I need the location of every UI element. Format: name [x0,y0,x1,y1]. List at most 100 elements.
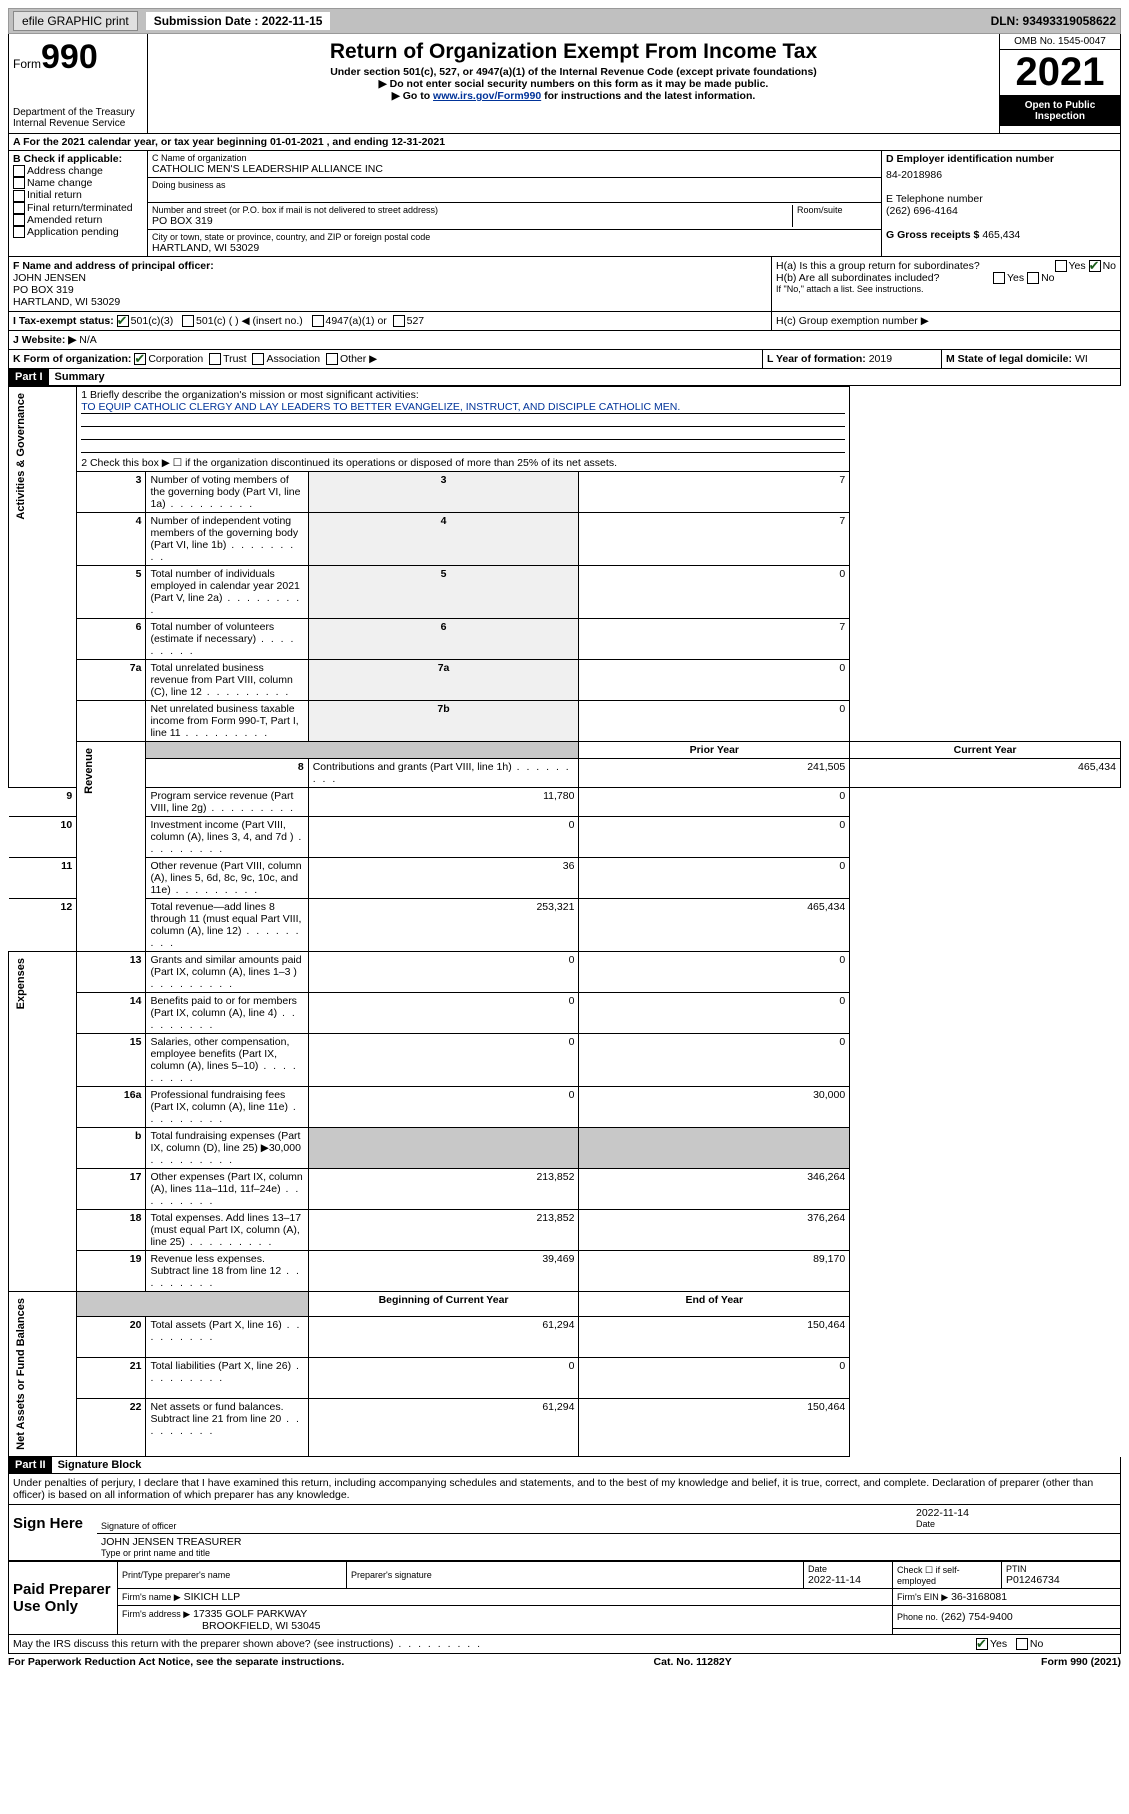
current-value: 0 [579,1357,850,1398]
line-num: 17 [77,1169,146,1210]
prior-value: 0 [308,817,579,858]
line-num: 21 [77,1357,146,1398]
paperwork-notice: For Paperwork Reduction Act Notice, see … [8,1656,344,1668]
discuss-no[interactable] [1016,1638,1028,1650]
sig-date-label: Date [916,1519,1116,1529]
ha-yes[interactable] [1055,260,1067,272]
current-value [579,1128,850,1169]
state-domicile: WI [1075,353,1088,365]
sign-here-label: Sign Here [9,1505,97,1560]
check-corp[interactable] [134,353,146,365]
line-desc: Number of voting members of the governin… [146,472,308,513]
discuss-yes[interactable] [976,1638,988,1650]
officer-name: JOHN JENSEN [13,272,767,284]
prior-value: 213,852 [308,1169,579,1210]
line-num: 7a [77,660,146,701]
hb-yes[interactable] [993,272,1005,284]
top-bar: efile GRAPHIC print Submission Date : 20… [8,8,1121,34]
prior-value [308,1128,579,1169]
line-box: 7a [308,660,579,701]
name-title-label: Type or print name and title [101,1548,1116,1558]
addr-label: Number and street (or P.O. box if mail i… [152,205,792,215]
sig-officer-label: Signature of officer [101,1521,916,1531]
line-num: 5 [77,566,146,619]
line-value: 0 [579,660,850,701]
line-num: 8 [146,759,308,788]
current-value: 0 [579,817,850,858]
firm-addr2: BROOKFIELD, WI 53045 [202,1620,320,1632]
ha-label: H(a) Is this a group return for subordin… [776,260,1116,272]
line-num: 22 [77,1398,146,1456]
efile-button[interactable]: efile GRAPHIC print [13,11,138,31]
current-value: 0 [579,788,850,817]
current-value: 0 [579,952,850,993]
line-num [77,701,146,742]
vert-governance: Activities & Governance [13,389,29,524]
check-name-change[interactable] [13,177,25,189]
line-desc: Total assets (Part X, line 16) [146,1316,308,1357]
line-desc: Total liabilities (Part X, line 26) [146,1357,308,1398]
vert-expenses: Expenses [13,954,29,1013]
check-address-change[interactable] [13,165,25,177]
preparer-table: Paid Preparer Use Only Print/Type prepar… [8,1561,1121,1635]
current-value: 150,464 [579,1398,850,1456]
q2-label: 2 Check this box ▶ ☐ if the organization… [77,455,850,472]
check-assoc[interactable] [252,353,264,365]
line-num: 19 [77,1251,146,1292]
line-desc: Total number of individuals employed in … [146,566,308,619]
check-527[interactable] [393,315,405,327]
submission-date: Submission Date : 2022-11-15 [146,12,331,30]
ein-value: 84-2018986 [886,169,1116,181]
firm-ein: 36-3168081 [951,1591,1007,1603]
check-final-return[interactable] [13,202,25,214]
box-b-label: B Check if applicable: [13,153,143,165]
cat-no: Cat. No. 11282Y [654,1656,732,1668]
line-box: 4 [308,513,579,566]
line-desc: Number of independent voting members of … [146,513,308,566]
prior-value: 61,294 [308,1316,579,1357]
dln-label: DLN: 93493319058622 [991,14,1116,28]
org-name: CATHOLIC MEN'S LEADERSHIP ALLIANCE INC [152,163,877,175]
current-value: 465,434 [579,899,850,952]
ein-label: D Employer identification number [886,153,1116,165]
prior-value: 253,321 [308,899,579,952]
open-public-label: Open to Public Inspection [1000,96,1120,126]
current-value: 346,264 [579,1169,850,1210]
entity-block: B Check if applicable: Address change Na… [8,151,1121,257]
hb-no[interactable] [1027,272,1039,284]
website-value: N/A [79,334,97,346]
line-num: 6 [77,619,146,660]
line-desc: Total fundraising expenses (Part IX, col… [146,1128,308,1169]
ha-no[interactable] [1089,260,1101,272]
subtitle-2: ▶ Do not enter social security numbers o… [152,78,995,90]
prior-year-header: Prior Year [579,742,850,759]
officer-name-title: JOHN JENSEN TREASURER [101,1536,1116,1548]
prior-value: 11,780 [308,788,579,817]
line-num: 13 [77,952,146,993]
check-501c[interactable] [182,315,194,327]
boy-header: Beginning of Current Year [308,1292,579,1316]
line-num: 3 [77,472,146,513]
form-number: Form990 [13,38,143,77]
street-address: PO BOX 319 [152,215,792,227]
line-desc: Total unrelated business revenue from Pa… [146,660,308,701]
line-value: 7 [579,472,850,513]
gross-label: G Gross receipts $ [886,229,979,241]
city-label: City or town, state or province, country… [152,232,877,242]
check-app-pending[interactable] [13,226,25,238]
check-trust[interactable] [209,353,221,365]
check-4947[interactable] [312,315,324,327]
check-501c3[interactable] [117,315,129,327]
irs-link[interactable]: www.irs.gov/Form990 [433,90,541,102]
line-desc: Salaries, other compensation, employee b… [146,1034,308,1087]
year-formation: 2019 [869,353,892,365]
check-amended-return[interactable] [13,214,25,226]
check-initial-return[interactable] [13,190,25,202]
dept-label: Department of the Treasury [13,107,143,118]
org-name-label: C Name of organization [152,153,877,163]
part1-header: Part I Summary [8,369,1121,386]
form-ref: Form 990 (2021) [1041,1656,1121,1668]
check-other[interactable] [326,353,338,365]
officer-addr1: PO BOX 319 [13,284,767,296]
prior-value: 0 [308,1034,579,1087]
